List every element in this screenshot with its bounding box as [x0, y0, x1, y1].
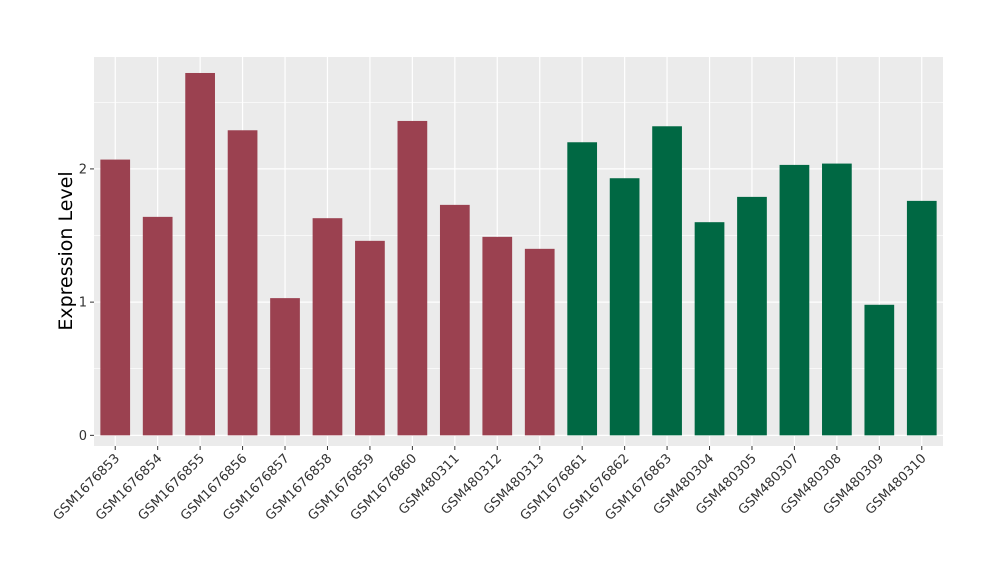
bar-GSM1676859	[355, 240, 385, 436]
bar-GSM1676863	[652, 126, 682, 436]
bar-GSM1676862	[609, 178, 640, 436]
bar-GSM1676857	[270, 298, 300, 436]
bar-GSM1676853	[100, 159, 131, 436]
bar-GSM1676855	[185, 72, 215, 436]
bars	[100, 72, 937, 436]
y-axis-label: Expression Level	[55, 171, 77, 330]
bar-GSM1676854	[142, 216, 173, 436]
bar-GSM1676856	[227, 130, 258, 436]
bar-GSM1676858	[312, 218, 343, 436]
plot-panel	[94, 57, 943, 446]
bar-GSM480308	[822, 163, 852, 436]
y-axis: 0 1 2	[79, 162, 94, 444]
bar-GSM480304	[694, 222, 725, 436]
bar-GSM480313	[524, 248, 555, 436]
bar-GSM480310	[906, 200, 937, 436]
y-tick-label: 1	[79, 296, 87, 311]
bar-GSM1676861	[567, 142, 598, 436]
bar-GSM480311	[439, 204, 470, 436]
bar-GSM480305	[737, 196, 767, 436]
y-tick-label: 0	[79, 429, 87, 444]
y-tick-label: 2	[79, 162, 87, 177]
bar-GSM480307	[779, 164, 810, 436]
x-axis: GSM1676853GSM1676854GSM1676855GSM1676856…	[51, 446, 930, 524]
bar-GSM480309	[864, 304, 895, 436]
bar-GSM1676860	[397, 120, 428, 436]
bar-GSM480312	[482, 236, 513, 436]
